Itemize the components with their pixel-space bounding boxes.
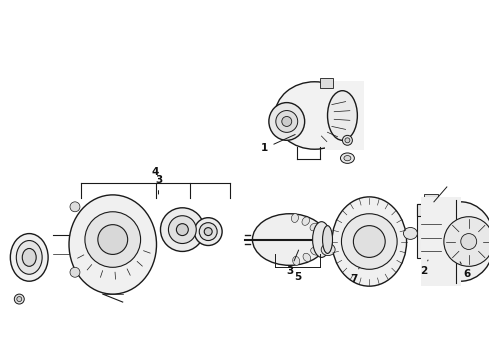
Bar	[324, 81, 365, 150]
Ellipse shape	[310, 223, 318, 231]
Ellipse shape	[22, 248, 36, 266]
Ellipse shape	[275, 82, 354, 149]
Circle shape	[444, 217, 490, 266]
Ellipse shape	[16, 240, 42, 274]
Ellipse shape	[269, 103, 305, 140]
Ellipse shape	[282, 117, 292, 126]
Text: 2: 2	[420, 260, 428, 276]
Ellipse shape	[321, 244, 335, 256]
Ellipse shape	[311, 247, 319, 255]
Ellipse shape	[322, 226, 333, 253]
Bar	[424, 194, 438, 206]
Ellipse shape	[303, 253, 311, 262]
Circle shape	[195, 218, 222, 246]
Circle shape	[17, 297, 22, 302]
Circle shape	[199, 223, 217, 240]
Ellipse shape	[313, 222, 331, 257]
Ellipse shape	[293, 256, 300, 265]
Ellipse shape	[292, 213, 298, 222]
Bar	[319, 78, 334, 88]
Ellipse shape	[403, 228, 417, 239]
Circle shape	[70, 202, 80, 212]
Circle shape	[85, 212, 141, 267]
Ellipse shape	[276, 111, 298, 132]
Circle shape	[345, 138, 350, 143]
Text: 3: 3	[155, 175, 162, 194]
Circle shape	[176, 224, 188, 235]
Circle shape	[70, 267, 80, 277]
Circle shape	[98, 225, 128, 255]
Circle shape	[204, 228, 212, 235]
Circle shape	[342, 214, 397, 269]
Text: 7: 7	[351, 267, 359, 284]
Bar	[417, 204, 445, 258]
Ellipse shape	[252, 214, 327, 265]
Text: 5: 5	[294, 272, 301, 282]
Ellipse shape	[341, 153, 354, 163]
Circle shape	[353, 226, 385, 257]
Ellipse shape	[315, 231, 323, 238]
Text: 6: 6	[460, 262, 470, 279]
Ellipse shape	[332, 197, 407, 286]
Circle shape	[343, 135, 352, 145]
Circle shape	[169, 216, 196, 243]
Text: 4: 4	[152, 167, 159, 177]
Ellipse shape	[10, 234, 48, 281]
Bar	[417, 204, 445, 216]
Ellipse shape	[69, 195, 156, 294]
Text: 1: 1	[261, 135, 295, 153]
Text: 3: 3	[286, 250, 298, 276]
Ellipse shape	[315, 240, 323, 247]
Circle shape	[14, 294, 24, 304]
Ellipse shape	[344, 156, 351, 161]
Bar	[421, 197, 461, 286]
Ellipse shape	[427, 202, 490, 281]
Circle shape	[461, 234, 477, 249]
Ellipse shape	[302, 217, 310, 225]
Circle shape	[161, 208, 204, 251]
Ellipse shape	[327, 91, 357, 140]
